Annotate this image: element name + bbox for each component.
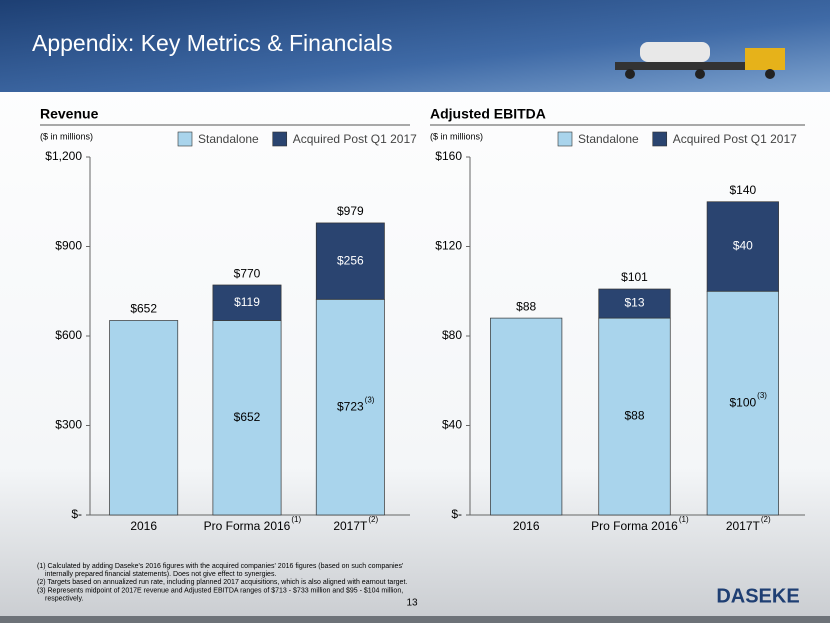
footnote: (2) Targets based on annualized run rate…: [37, 579, 407, 586]
y-tick-label: $160: [435, 149, 462, 163]
bar-segment: [315, 222, 385, 300]
category-note: (2): [368, 515, 378, 524]
y-tick-label: $300: [55, 418, 82, 432]
value-note: (3): [757, 391, 767, 400]
value-label: $119: [234, 295, 260, 309]
total-label: $979: [337, 204, 364, 218]
truck-graphic: [615, 42, 785, 79]
y-tick-label: $40: [442, 418, 462, 432]
bar-segment: [706, 290, 779, 516]
chart-subtitle: ($ in millions): [430, 131, 483, 141]
x-tick-label: Pro Forma 2016: [204, 519, 291, 533]
category-note: (1): [679, 515, 689, 524]
chart-title: Adjusted EBITDA: [430, 106, 546, 122]
footnote: internally prepared financial statements…: [45, 571, 276, 578]
x-tick-label: 2017T: [726, 519, 761, 533]
footnote: respectively.: [45, 596, 83, 603]
x-tick-label: Pro Forma 2016: [591, 519, 678, 533]
legend-label: Standalone: [198, 132, 259, 146]
bar-segment: [212, 320, 282, 516]
value-label: $40: [733, 239, 753, 253]
footer-band: [0, 616, 830, 623]
y-tick-label: $600: [55, 328, 82, 342]
value-label: $13: [624, 296, 644, 310]
value-label: $256: [337, 253, 364, 267]
legend-label: Acquired Post Q1 2017: [673, 132, 797, 146]
category-note: (2): [761, 515, 771, 524]
legend-label: Acquired Post Q1 2017: [293, 132, 417, 146]
x-tick-label: 2016: [513, 519, 540, 533]
total-label: $140: [729, 183, 756, 197]
bar-segment: [598, 288, 671, 319]
x-tick-label: 2017T: [333, 519, 368, 533]
bar-segment: [706, 201, 779, 292]
y-tick-label: $80: [442, 328, 462, 342]
y-tick-label: $900: [55, 239, 82, 253]
value-label: $100: [729, 395, 756, 409]
legend-swatch: [272, 131, 288, 147]
bar-segment: [315, 298, 385, 516]
logo: DASEKE: [716, 585, 799, 607]
footnote: (1) Calculated by adding Daseke's 2016 f…: [37, 563, 403, 570]
slide-title: Appendix: Key Metrics & Financials: [32, 30, 393, 56]
value-label: $88: [624, 409, 644, 423]
value-label: $652: [234, 410, 261, 424]
value-note: (3): [365, 395, 375, 404]
legend-swatch: [177, 131, 193, 147]
value-label: $723: [337, 399, 364, 413]
y-tick-label: $-: [451, 507, 462, 521]
total-label: $88: [516, 299, 536, 313]
chart-subtitle: ($ in millions): [40, 131, 93, 141]
bar-segment: [490, 317, 563, 516]
bar-segment: [109, 320, 179, 516]
y-tick-label: $1,200: [45, 149, 82, 163]
y-tick-label: $120: [435, 239, 462, 253]
bar-segment: [212, 284, 282, 321]
legend-swatch: [557, 131, 573, 147]
bar-segment: [598, 317, 671, 516]
total-label: $770: [234, 266, 261, 280]
legend-swatch: [652, 131, 668, 147]
category-note: (1): [291, 515, 301, 524]
legend-label: Standalone: [578, 132, 639, 146]
total-label: $101: [621, 270, 648, 284]
page-number: 13: [406, 598, 418, 609]
y-tick-label: $-: [71, 507, 82, 521]
x-tick-label: 2016: [130, 519, 157, 533]
chart-title: Revenue: [40, 106, 99, 122]
total-label: $652: [130, 302, 157, 316]
footnote: (3) Represents midpoint of 2017E revenue…: [37, 587, 403, 594]
